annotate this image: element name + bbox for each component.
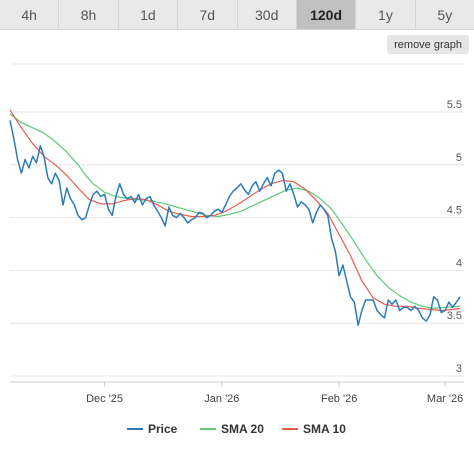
x-tick-label: Mar '26 bbox=[427, 393, 463, 405]
tab-7d[interactable]: 7d bbox=[178, 0, 238, 29]
tab-4h[interactable]: 4h bbox=[0, 0, 60, 29]
grid-lines bbox=[10, 63, 464, 383]
x-axis-ticks: Dec '25 Jan '26 Feb '26 Mar '26 bbox=[86, 382, 463, 405]
x-tick-label: Feb '26 bbox=[321, 393, 357, 405]
tab-30d[interactable]: 30d bbox=[238, 0, 297, 29]
y-axis-ticks: 3 3.5 4 4.5 5 5.5 bbox=[447, 99, 462, 375]
legend-label: SMA 10 bbox=[303, 422, 346, 436]
tab-1y[interactable]: 1y bbox=[356, 0, 416, 29]
y-tick-label: 5.5 bbox=[447, 99, 462, 111]
tab-120d[interactable]: 120d bbox=[296, 0, 357, 29]
x-tick-label: Dec '25 bbox=[86, 393, 123, 405]
series-line-price bbox=[9, 120, 461, 327]
tab-8h[interactable]: 8h bbox=[59, 0, 119, 29]
y-tick-label: 3.5 bbox=[447, 310, 462, 322]
legend: Price SMA 20 SMA 10 bbox=[127, 422, 346, 436]
remove-graph-button[interactable]: remove graph bbox=[387, 35, 469, 54]
legend-label: SMA 20 bbox=[221, 422, 264, 436]
y-tick-label: 4.5 bbox=[447, 205, 462, 217]
tab-5y[interactable]: 5y bbox=[437, 6, 453, 23]
y-tick-label: 4 bbox=[456, 257, 462, 269]
time-range-tabs: 4h 8h 1d 7d 30d 120d 1y 5y bbox=[0, 0, 474, 30]
legend-label: Price bbox=[148, 422, 178, 436]
tab-1d[interactable]: 1d bbox=[119, 0, 179, 29]
y-tick-label: 3 bbox=[456, 363, 462, 375]
series-lines bbox=[9, 109, 461, 327]
y-tick-label: 5 bbox=[456, 152, 462, 164]
series-line-sma-20 bbox=[9, 113, 461, 309]
series-line-sma-10 bbox=[9, 109, 461, 312]
x-tick-label: Jan '26 bbox=[204, 393, 239, 405]
